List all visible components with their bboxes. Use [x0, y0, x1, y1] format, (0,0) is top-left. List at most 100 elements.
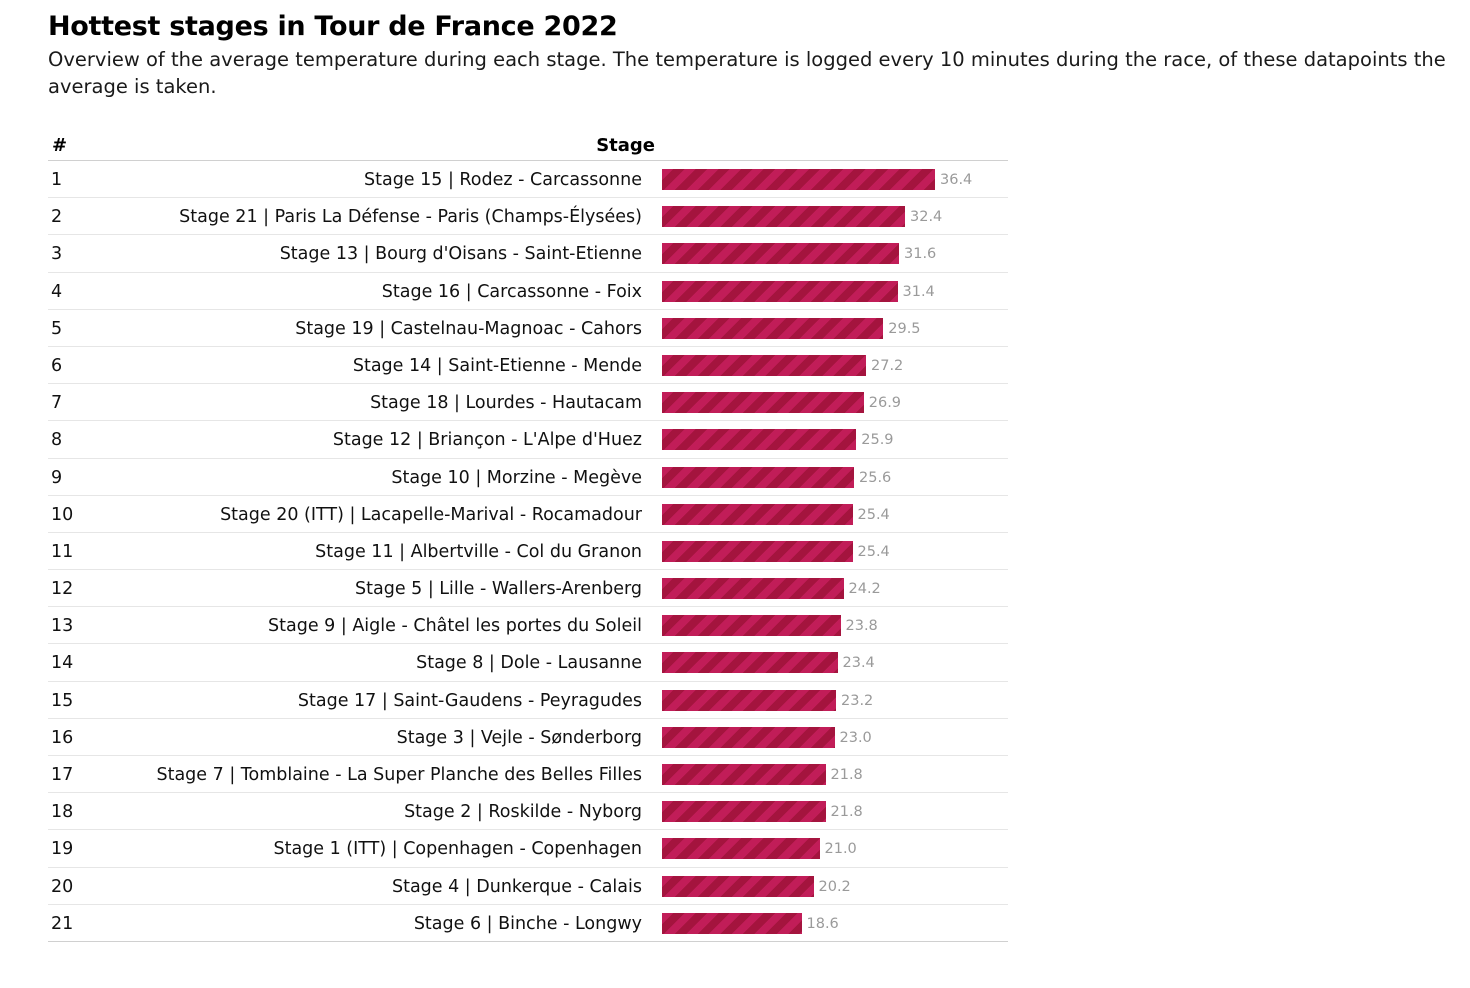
stage-label: Stage 21 | Paris La Défense - Paris (Cha…	[179, 207, 642, 228]
table-row: 21 Stage 6 | Binche - Longwy 18.6	[48, 905, 1008, 942]
value-label: 25.6	[859, 469, 892, 486]
temperature-bar	[662, 429, 857, 451]
temperature-bar	[662, 243, 899, 265]
table-row: 15 Stage 17 | Saint-Gaudens - Peyragudes 2…	[48, 682, 1008, 719]
table-row: 7 Stage 18 | Lourdes - Hautacam 26.9	[48, 384, 1008, 422]
table-row: 10 Stage 20 (ITT) | Lacapelle-Marival - R…	[48, 496, 1008, 533]
stage-label: Stage 16 | Carcassonne - Foix	[381, 281, 642, 302]
table-row: 13 Stage 9 | Aigle - Châtel les portes du…	[48, 607, 1008, 645]
temperature-bar	[662, 206, 905, 228]
rank-cell: 2	[51, 207, 63, 228]
table-row: 8 Stage 12 | Briançon - L'Alpe d'Huez 25.9	[48, 421, 1008, 459]
temperature-bar	[662, 764, 826, 785]
table-row: 3 Stage 13 | Bourg d'Oisans - Saint-Etien…	[48, 235, 1008, 273]
temperature-bar	[662, 392, 864, 414]
table-header: # Stage	[48, 132, 1008, 161]
table-row: 20 Stage 4 | Dunkerque - Calais 20.2	[48, 868, 1008, 905]
stage-label: Stage 3 | Vejle - Sønderborg	[396, 727, 642, 748]
temperature-bar	[662, 169, 935, 190]
table-row: 16 Stage 3 | Vejle - Sønderborg 23.0	[48, 719, 1008, 756]
rank-cell: 12	[51, 579, 74, 600]
value-label: 32.4	[910, 209, 943, 226]
rank-cell: 7	[51, 393, 63, 414]
rank-cell: 8	[51, 430, 63, 451]
rank-cell: 6	[51, 355, 63, 376]
value-label: 27.2	[871, 357, 904, 374]
temperature-bar	[662, 466, 854, 488]
stage-label: Stage 4 | Dunkerque - Calais	[391, 876, 642, 897]
stage-label: Stage 1 (ITT) | Copenhagen - Copenhagen	[273, 839, 642, 860]
stage-label: Stage 14 | Saint-Etienne - Mende	[352, 355, 642, 376]
rank-cell: 15	[51, 690, 74, 711]
table-row: 14 Stage 8 | Dole - Lausanne 23.4	[48, 644, 1008, 682]
temperature-bar	[662, 838, 820, 860]
rank-cell: 4	[51, 281, 63, 302]
stage-label: Stage 18 | Lourdes - Hautacam	[370, 393, 642, 414]
value-label: 23.8	[845, 618, 878, 635]
stage-label: Stage 19 | Castelnau-Magnoac - Cahors	[295, 318, 642, 339]
stage-label: Stage 10 | Morzine - Megève	[391, 467, 642, 488]
temperature-bar	[662, 615, 841, 637]
temperature-bar	[662, 540, 853, 562]
table-row: 2 Stage 21 | Paris La Défense - Paris (Ch…	[48, 198, 1008, 236]
value-label: 29.5	[888, 320, 921, 337]
temperature-bar	[662, 354, 866, 376]
temperature-bar	[662, 875, 814, 897]
rank-cell: 14	[51, 653, 74, 674]
stage-label: Stage 20 (ITT) | Lacapelle-Marival - Roc…	[220, 504, 642, 525]
temperature-bar	[662, 578, 844, 600]
value-label: 20.2	[818, 878, 851, 895]
table-row: 18 Stage 2 | Roskilde - Nyborg 21.8	[48, 793, 1008, 831]
table-row: 9 Stage 10 | Morzine - Megève 25.6	[48, 459, 1008, 496]
rank-cell: 17	[51, 765, 74, 785]
chart-title: Hottest stages in Tour de France 2022	[48, 11, 618, 42]
value-label: 36.4	[940, 172, 973, 188]
table-row: 6 Stage 14 | Saint-Etienne - Mende 27.2	[48, 347, 1008, 385]
rank-cell: 1	[51, 170, 63, 190]
value-label: 21.8	[830, 767, 863, 783]
rank-cell: 20	[51, 876, 74, 897]
stage-label: Stage 17 | Saint-Gaudens - Peyragudes	[297, 690, 642, 711]
temperature-bar	[662, 317, 884, 339]
value-label: 31.4	[902, 283, 935, 300]
rank-cell: 13	[51, 616, 74, 637]
rank-cell: 18	[51, 802, 74, 823]
temperature-bar	[662, 801, 826, 823]
stage-label: Stage 8 | Dole - Lausanne	[416, 653, 642, 674]
stage-label: Stage 11 | Albertville - Col du Granon	[315, 541, 642, 562]
temperature-bar	[662, 912, 802, 934]
value-label: 26.9	[868, 395, 902, 412]
rank-cell: 16	[51, 727, 74, 748]
chart-subtitle: Overview of the average temperature duri…	[48, 48, 1446, 98]
rank-cell: 19	[51, 839, 74, 860]
value-label: 23.0	[839, 729, 872, 746]
temperature-bar	[662, 280, 898, 302]
rank-cell: 21	[51, 913, 74, 934]
value-label: 25.9	[861, 432, 894, 449]
stage-label: Stage 13 | Bourg d'Oisans - Saint-Etienn…	[279, 244, 642, 265]
stage-label: Stage 15 | Rodez - Carcassonne	[364, 170, 642, 190]
value-label: 31.6	[904, 246, 937, 263]
temperature-bar	[662, 652, 838, 674]
rank-cell: 11	[51, 541, 74, 562]
value-label: 18.6	[806, 915, 839, 932]
column-header-rank: #	[52, 135, 68, 156]
stage-label: Stage 7 | Tomblaine - La Super Planche d…	[156, 765, 642, 785]
value-label: 23.2	[841, 692, 874, 709]
column-header-stage: Stage	[596, 135, 655, 156]
temperature-bar	[662, 689, 836, 711]
table-body: 1 Stage 15 | Rodez - Carcassonne 36.4 2 Stag…	[48, 161, 1008, 942]
table-row: 12 Stage 5 | Lille - Wallers-Arenberg 24.2	[48, 570, 1008, 608]
table-row: 4 Stage 16 | Carcassonne - Foix 31.4	[48, 273, 1008, 310]
rank-cell: 10	[51, 504, 74, 525]
stage-label: Stage 6 | Binche - Longwy	[413, 913, 642, 934]
table-row: 5 Stage 19 | Castelnau-Magnoac - Cahors 29…	[48, 310, 1008, 347]
value-label: 23.4	[842, 655, 875, 672]
table-row: 11 Stage 11 | Albertville - Col du Granon…	[48, 533, 1008, 571]
stage-label: Stage 12 | Briançon - L'Alpe d'Huez	[332, 430, 642, 451]
value-label: 25.4	[857, 543, 890, 560]
stage-table: # Stage 1 Stage 15 | Rodez - Carcassonne 3…	[48, 132, 1008, 942]
stage-label: Stage 2 | Roskilde - Nyborg	[404, 802, 642, 823]
value-label: 21.8	[830, 804, 863, 821]
rank-cell: 3	[51, 244, 63, 265]
